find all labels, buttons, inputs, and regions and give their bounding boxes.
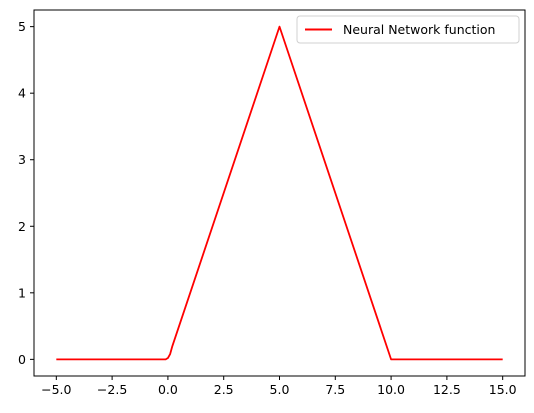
x-tick-label: 7.5 [325,382,345,397]
plot-background [34,10,525,376]
legend-box [296,15,520,44]
legend-label: Neural Network function [343,22,495,37]
x-tick-label: 2.5 [214,382,234,397]
y-tick-label: 0 [18,352,26,367]
y-tick-label: 1 [18,285,26,300]
y-tick-label: 3 [18,152,26,167]
x-tick-label: 12.5 [433,382,461,397]
y-tick-label: 2 [18,219,26,234]
series-line [56,25,503,361]
x-tick-label: 5.0 [270,382,290,397]
x-tick-label: 10.0 [377,382,405,397]
plot-frame [33,9,526,377]
y-tick-label: 4 [18,86,26,101]
x-tick-label: −2.5 [97,382,127,397]
x-tick-label: −5.0 [41,382,71,397]
x-tick-label: 15.0 [489,382,517,397]
y-axis-ticks: 0 1 2 3 4 5 [18,19,34,367]
y-tick-label: 5 [18,19,26,34]
legend: Neural Network function [296,15,520,44]
x-tick-label: 0.0 [158,382,178,397]
x-axis-ticks: −5.0 −2.5 0.0 2.5 5.0 7.5 10.0 12.5 15.0 [41,376,517,397]
series-layer [56,25,503,361]
